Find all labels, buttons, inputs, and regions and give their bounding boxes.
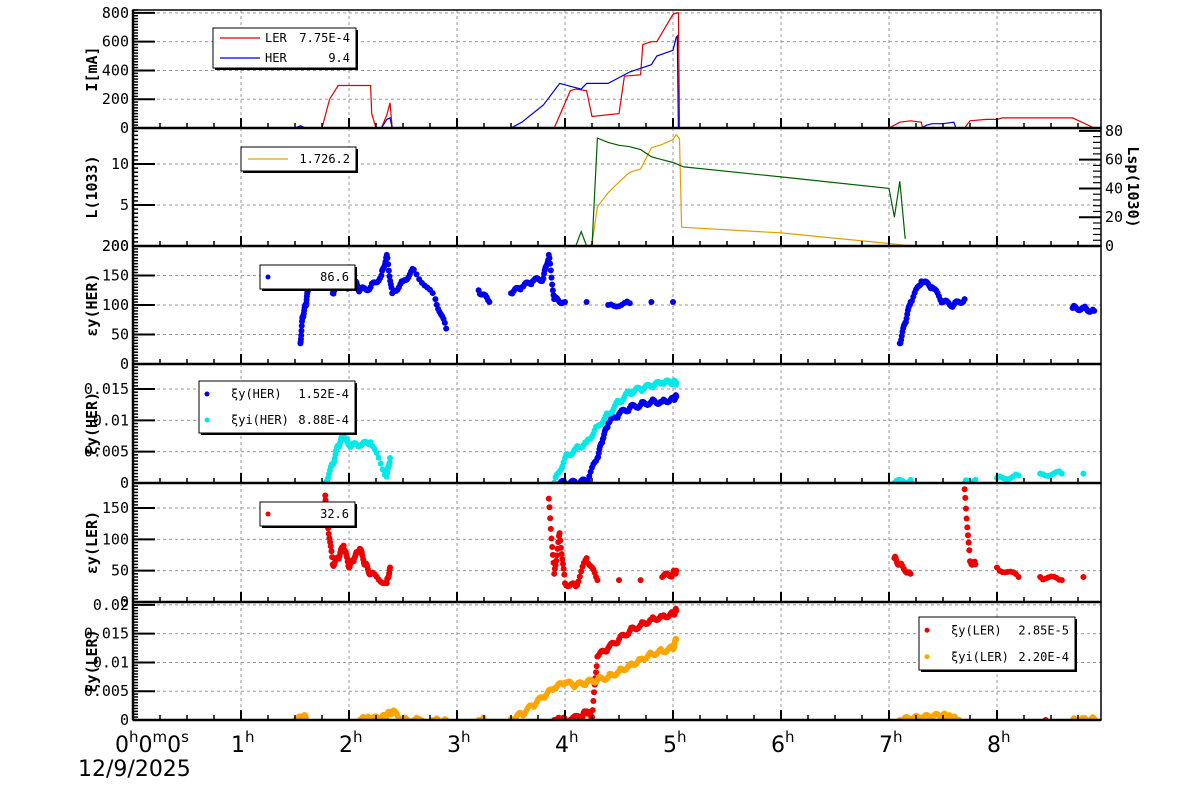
y-tick-label: 10: [111, 155, 129, 173]
legend-tune_her: ξy(HER) 1.52E-4 ξyi(HER) 8.88E-4: [198, 380, 357, 435]
y-axis-label: εy(HER): [83, 273, 101, 336]
y-tick-label: 0.01: [93, 411, 129, 429]
x-tick-label: 8h: [987, 728, 1011, 758]
legend-entry-value: 7.75E-4: [299, 31, 350, 45]
y-tick-label: 0.01: [93, 653, 129, 671]
y-tick-label: 150: [102, 267, 129, 285]
series-lsp: [575, 137, 906, 246]
y-tick-label: 200: [102, 90, 129, 108]
legend-entry-value: 2.85E-5: [1018, 623, 1069, 637]
y-axis-label: εy(LER): [83, 511, 101, 574]
legend-entry-value: 32.6: [320, 507, 349, 521]
legend-entry-name: ξy(LER): [951, 623, 1002, 637]
x-tick-label: 1h: [231, 728, 255, 758]
series-scatter: [551, 605, 1049, 720]
series-scatter: [322, 486, 1087, 590]
y-right-axis-label: Lsp(1030): [1124, 146, 1142, 227]
y-tick-label: 200: [102, 237, 129, 255]
x-tick-label: 6h: [771, 728, 795, 758]
y-tick-label: 5: [120, 196, 129, 214]
legend-entry-name: ξyi(LER): [951, 650, 1009, 664]
y-tick-label: 800: [102, 4, 129, 22]
y-tick-label: 0: [120, 355, 129, 373]
y-tick-label: 0: [120, 711, 129, 729]
legend-entry-value: 8.88E-4: [298, 413, 349, 427]
y-tick-label: 0.015: [84, 380, 129, 398]
panel-tune_ler: 0 0.005 0.01 0.015 0.02 ξy(LER) ξy(LER) 2.85E-5…: [83, 596, 1102, 729]
legend-entry-name: LER: [265, 31, 287, 45]
legend-entry-value: 1.52E-4: [298, 387, 349, 401]
y-tick-label: 0: [120, 593, 129, 611]
y-tick-label: 0.005: [84, 443, 129, 461]
legend-entry-name: HER: [265, 51, 287, 65]
legend-entry-value: 9.4: [328, 51, 350, 65]
y-tick-label: 0.005: [84, 682, 129, 700]
date-label: 12/9/2025: [78, 757, 191, 782]
series-her: [133, 34, 1095, 128]
series-scatter: [322, 377, 1087, 483]
legend-emittance_ler: 32.6: [259, 501, 357, 528]
y-tick-label: 0.02: [93, 596, 129, 614]
y-axis-label: L(1033): [83, 155, 101, 218]
y-tick-label: 150: [102, 499, 129, 517]
y-tick-label: 100: [102, 530, 129, 548]
y-tick-label: 0: [120, 119, 129, 137]
y-right-tick-label: 20: [1105, 208, 1123, 226]
y-right-tick-label: 0: [1105, 237, 1114, 255]
y-axis-label: ξy(LER): [83, 629, 101, 692]
x-tick-label: 7h: [879, 728, 903, 758]
y-right-tick-label: 80: [1105, 122, 1123, 140]
series-scatter: [297, 251, 1098, 347]
legend-luminosity: 1.726.2: [240, 146, 358, 173]
panel-current: 0 200 400 600 800 I[mA] LER 7.75E-4 HER 9.4: [83, 4, 1102, 137]
legend-tune_ler: ξy(LER) 2.85E-5 ξyi(LER) 2.20E-4: [918, 616, 1077, 672]
series-ler: [133, 12, 1095, 128]
legend-entry-name: ξyi(HER): [231, 413, 289, 427]
legend-entry-value: 2.20E-4: [1018, 650, 1069, 664]
x-tick-label: 3h: [447, 728, 471, 758]
y-tick-label: 0: [120, 474, 129, 492]
y-tick-label: 0.015: [84, 625, 129, 643]
x-tick-label: 5h: [663, 728, 687, 758]
legend-entry-value: 1.726.2: [299, 152, 350, 166]
x-tick-label: 4h: [555, 728, 579, 758]
y-axis-label: ξy(HER): [83, 392, 101, 455]
series-scatter: [551, 392, 914, 483]
x-axis: 0h0m0s 1h 2h 3h 4h 5h 6h 7h 8h: [115, 728, 1011, 758]
legend-current: LER 7.75E-4 HER 9.4: [212, 27, 358, 70]
y-right-tick-label: 60: [1105, 151, 1123, 169]
x-tick-label: 0h0m0s: [115, 728, 189, 758]
y-tick-label: 50: [111, 562, 129, 580]
legend-emittance_her: 86.6: [259, 264, 357, 291]
y-axis-label: I[mA]: [83, 46, 101, 91]
legend-entry-value: 86.6: [320, 270, 349, 284]
series-l: [133, 133, 1095, 246]
legend-entry-name: ξy(HER): [231, 387, 282, 401]
y-tick-label: 50: [111, 326, 129, 344]
y-right-tick-label: 40: [1105, 179, 1123, 197]
x-tick-label: 2h: [339, 728, 363, 758]
y-tick-label: 600: [102, 33, 129, 51]
y-tick-label: 100: [102, 296, 129, 314]
y-tick-label: 400: [102, 61, 129, 79]
svg-text:200: 200: [102, 237, 129, 255]
